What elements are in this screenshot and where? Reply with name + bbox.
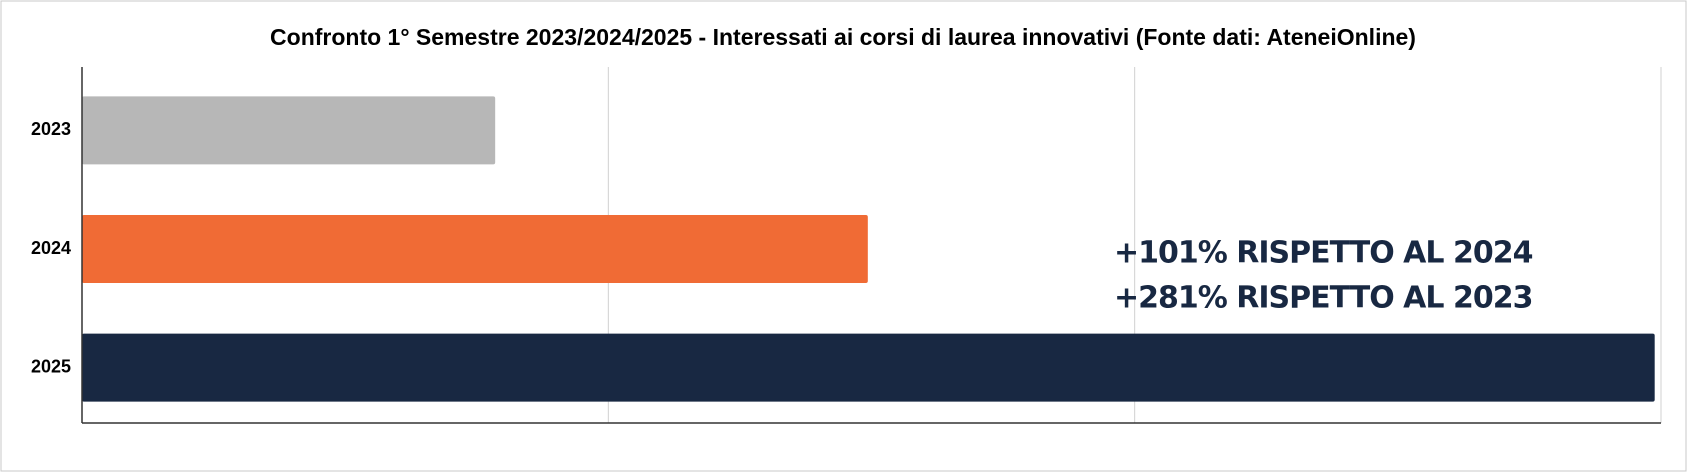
- annotation: +281% RISPETTO AL 2023: [1114, 281, 1532, 316]
- annotation: +101% RISPETTO AL 2024: [1114, 236, 1533, 271]
- bar: [82, 96, 496, 165]
- y-tick-label: 2024: [31, 238, 71, 258]
- y-tick-label: 2023: [31, 119, 71, 139]
- chart-title: Confronto 1° Semestre 2023/2024/2025 - I…: [270, 24, 1416, 50]
- y-tick-label: 2025: [31, 356, 71, 376]
- bar: [82, 333, 1655, 402]
- bar: [82, 215, 868, 283]
